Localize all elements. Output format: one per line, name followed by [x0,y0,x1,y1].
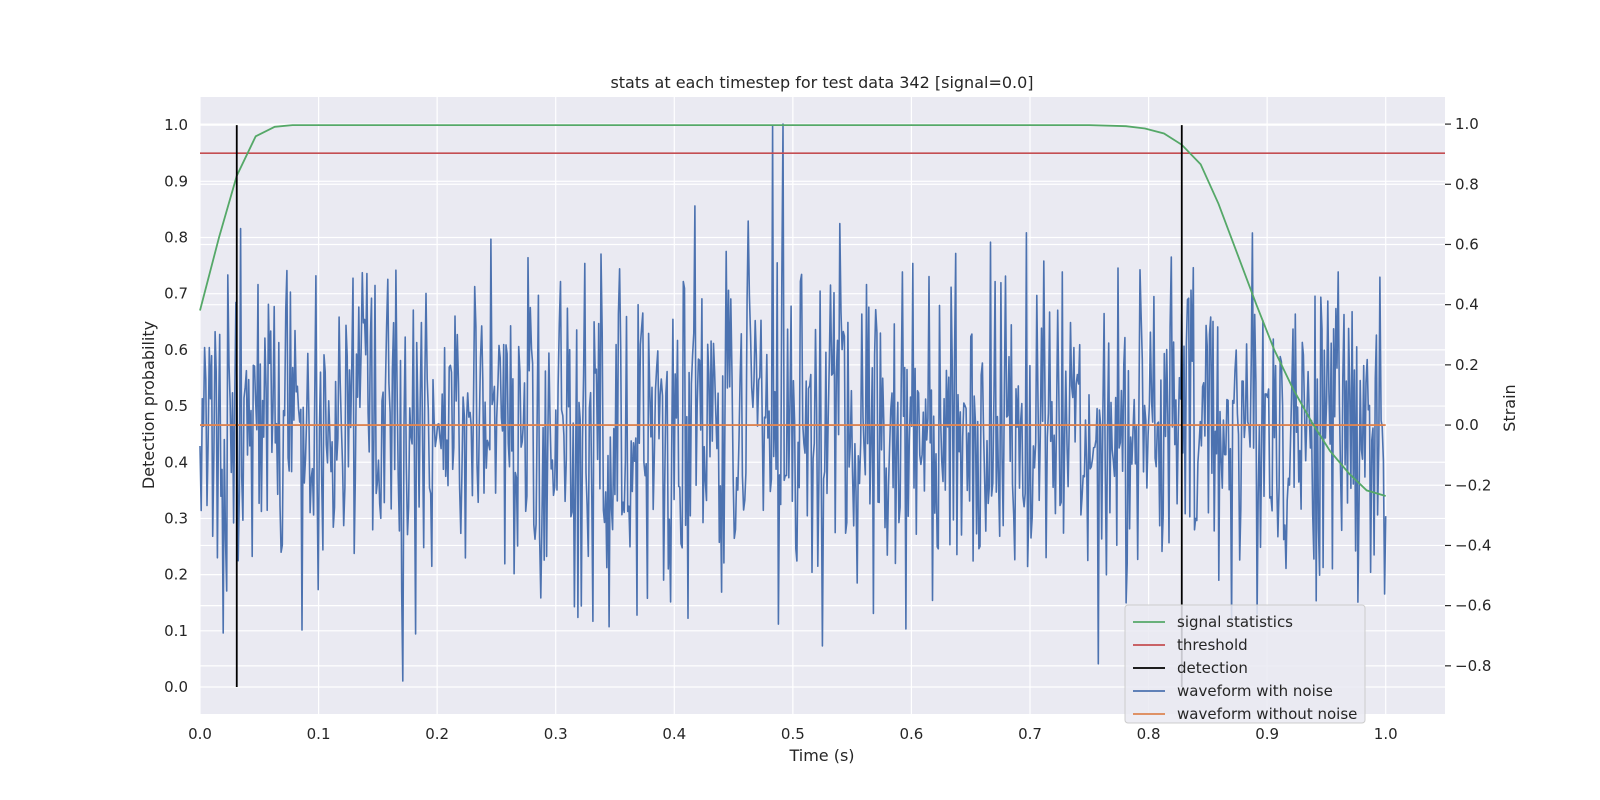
legend-label: detection [1177,659,1248,677]
x-tick-label: 0.7 [1018,725,1042,743]
y-left-tick-label: 0.8 [164,228,188,246]
legend-label: threshold [1177,636,1248,654]
legend-label: waveform without noise [1177,705,1357,723]
x-tick-label: 0.9 [1255,725,1279,743]
y-right-tick-label: 0.4 [1455,296,1479,314]
x-tick-label: 0.6 [899,725,923,743]
y-right-tick-label: 0.0 [1455,416,1479,434]
y-left-tick-label: 0.6 [164,341,188,359]
series-waveform-with-noise [199,123,1387,682]
legend-box [1124,604,1366,724]
y-right-tick-label: −0.2 [1455,476,1491,494]
legend-label: waveform with noise [1177,682,1333,700]
y-right-tick-label: −0.8 [1455,657,1491,675]
y-left-tick-label: 1.0 [164,116,188,134]
x-tick-label: 0.1 [307,725,331,743]
y-axis-label-left: Detection probability [139,321,158,489]
y-right-tick-label: 0.8 [1455,175,1479,193]
x-tick-label: 0.4 [662,725,686,743]
x-axis-label: Time (s) [788,746,854,765]
y-right-tick-label: −0.6 [1455,597,1491,615]
y-left-tick-label: 0.3 [164,509,188,527]
x-tick-label: 1.0 [1374,725,1398,743]
y-left-tick-label: 0.1 [164,622,188,640]
x-tick-label: 0.8 [1137,725,1161,743]
y-left-tick-label: 0.0 [164,678,188,696]
y-right-tick-label: 0.2 [1455,356,1479,374]
series-signal-statistics [199,124,1386,497]
y-left-tick-label: 0.5 [164,397,188,415]
y-right-tick-label: 1.0 [1455,115,1479,133]
tick-labels: 0.0 0.1 0.2 0.3 0.4 0.5 0.6 0.7 0.8 0.9 1.0 0.0 0.1 0… [164,115,1491,743]
y-left-tick-label: 0.2 [164,566,188,584]
y-axis-label-right: Strain [1500,384,1519,431]
x-tick-label: 0.2 [425,725,449,743]
y-left-tick-label: 0.7 [164,285,188,303]
chart-title: stats at each timestep for test data 342… [610,73,1033,92]
x-tick-label: 0.3 [544,725,568,743]
y-right-tick-label: −0.4 [1455,536,1491,554]
y-left-tick-label: 0.9 [164,172,188,190]
legend: signal statistics threshold detection wavef… [1124,604,1366,724]
x-tick-label: 0.0 [188,725,212,743]
series-layer [199,123,1445,688]
x-tick-label: 0.5 [781,725,805,743]
legend-label: signal statistics [1177,613,1293,631]
y-left-tick-label: 0.4 [164,453,188,471]
y-right-tick-label: 0.6 [1455,235,1479,253]
